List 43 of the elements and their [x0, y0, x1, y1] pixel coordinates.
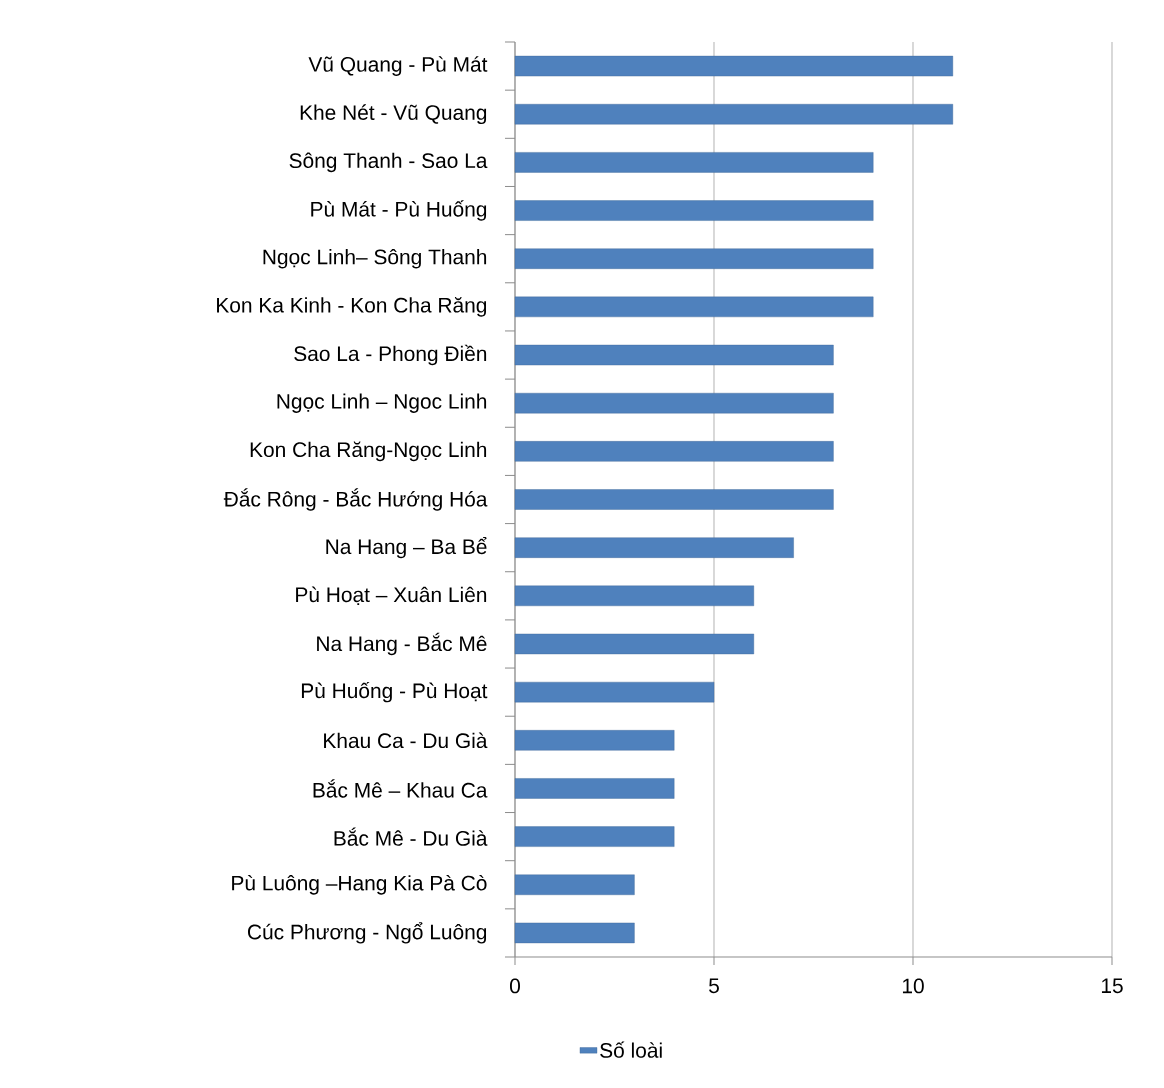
bar: [514, 489, 834, 510]
y-tick-label: Sông Thanh - Sao La: [289, 152, 488, 173]
bar: [514, 200, 874, 221]
bar: [514, 248, 874, 269]
y-tick-label: Khau Ca - Du Già: [324, 732, 488, 749]
y-tick-label: Na Hang – Ba Bể: [326, 537, 487, 559]
bar: [514, 585, 754, 607]
y-tick-label: Sao La - Phong Điền: [294, 344, 487, 366]
bar: [514, 296, 874, 318]
bar: [514, 778, 675, 799]
bar: [514, 441, 834, 462]
y-tick-label: Khe Nét - Vũ Quang: [300, 104, 487, 125]
x-tick-label: 15: [1101, 978, 1123, 994]
y-tick-label: Na Hang - Bắc Mê: [317, 632, 487, 656]
bar: [514, 633, 754, 655]
bar: [514, 55, 954, 77]
y-tick-label: Kon Ka Kinh - Kon Cha Răng: [217, 296, 487, 317]
y-tick-label: Bắc Mê – Khau Ca: [313, 779, 488, 798]
bar: [514, 874, 635, 895]
x-tick-label: 5: [709, 978, 719, 994]
bar: [514, 922, 635, 944]
bar: [514, 104, 954, 125]
bar: [514, 826, 675, 847]
bar: [514, 730, 675, 751]
y-tick-label: Đắc Rông - Bắc Hướng Hóa: [223, 488, 488, 511]
y-tick-label: Ngọc Linh– Sông Thanh: [263, 248, 487, 269]
y-tick-label: Pù Hoạt – Xuân Liên: [296, 586, 487, 606]
y-tick-label: Pù Luông –Hang Kia Pà Cò: [232, 874, 487, 895]
x-tick-label: 10: [902, 978, 924, 994]
y-tick-label: Pù Mát - Pù Huống: [311, 200, 487, 221]
bar: [514, 392, 834, 414]
bar: [514, 537, 794, 558]
y-tick-label: Bắc Mê - Du Già: [334, 827, 488, 846]
y-tick-label: Kon Cha Răng-Ngọc Linh: [250, 441, 487, 462]
bar: [514, 681, 715, 703]
y-tick-label: Cúc Phương - Ngổ Luông: [247, 922, 487, 944]
y-tick-label: Pù Huống - Pù Hoạt: [301, 681, 488, 703]
bar: [514, 344, 834, 366]
y-tick-label: Ngọc Linh – Ngoc Linh: [277, 393, 487, 413]
x-tick-label: 0: [510, 978, 520, 994]
y-tick-label: Vũ Quang - Pù Mát: [308, 56, 488, 76]
legend-label: Số loài: [600, 1041, 662, 1058]
bar: [514, 152, 874, 173]
